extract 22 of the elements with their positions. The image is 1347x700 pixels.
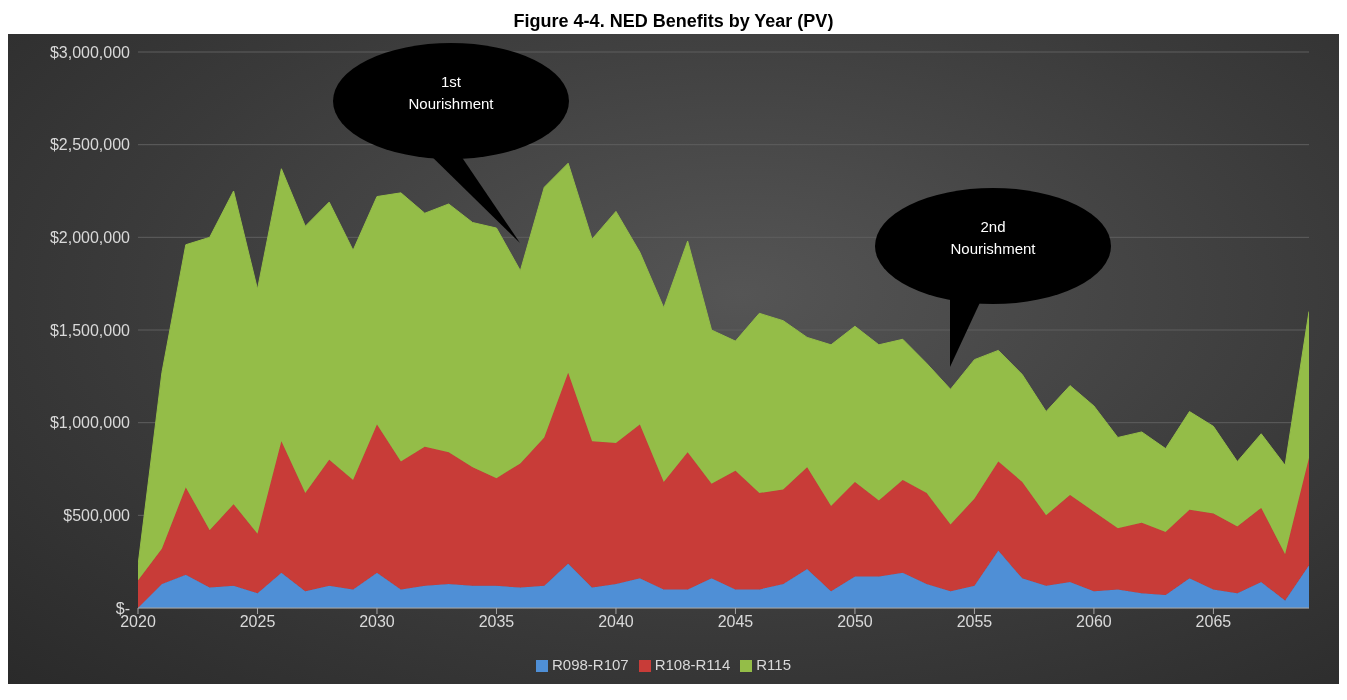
x-tick-label: 2025 [239, 613, 276, 631]
y-tick-label: $- [115, 599, 130, 617]
annotation: 1st Nourishment [408, 73, 495, 112]
y-tick-label: $2,500,000 [49, 136, 131, 154]
x-tick-label: 2050 [837, 613, 873, 631]
legend-label: R115 [756, 656, 792, 673]
x-tick-label: 2040 [598, 613, 634, 631]
y-tick-label: $2,000,000 [49, 229, 131, 247]
x-tick-label: 2035 [478, 613, 515, 631]
annotation: 2nd Nourishment [950, 218, 1037, 257]
legend-label: R108-R114 [654, 656, 731, 673]
y-tick-label: $3,000,000 [49, 43, 131, 61]
x-tick-label: 2060 [1076, 613, 1112, 631]
chart-title: Figure 4-4. NED Benefits by Year (PV) [8, 8, 1339, 34]
x-tick-label: 2045 [717, 613, 754, 631]
x-tick-label: 2030 [359, 613, 395, 631]
legend-label: R098-R107 [551, 656, 629, 673]
x-tick-label: 2055 [956, 613, 993, 631]
y-tick-label: $500,000 [63, 507, 131, 525]
x-tick-label: 2065 [1195, 613, 1232, 631]
y-tick-label: $1,500,000 [49, 321, 131, 339]
y-tick-label: $1,000,000 [49, 414, 131, 432]
